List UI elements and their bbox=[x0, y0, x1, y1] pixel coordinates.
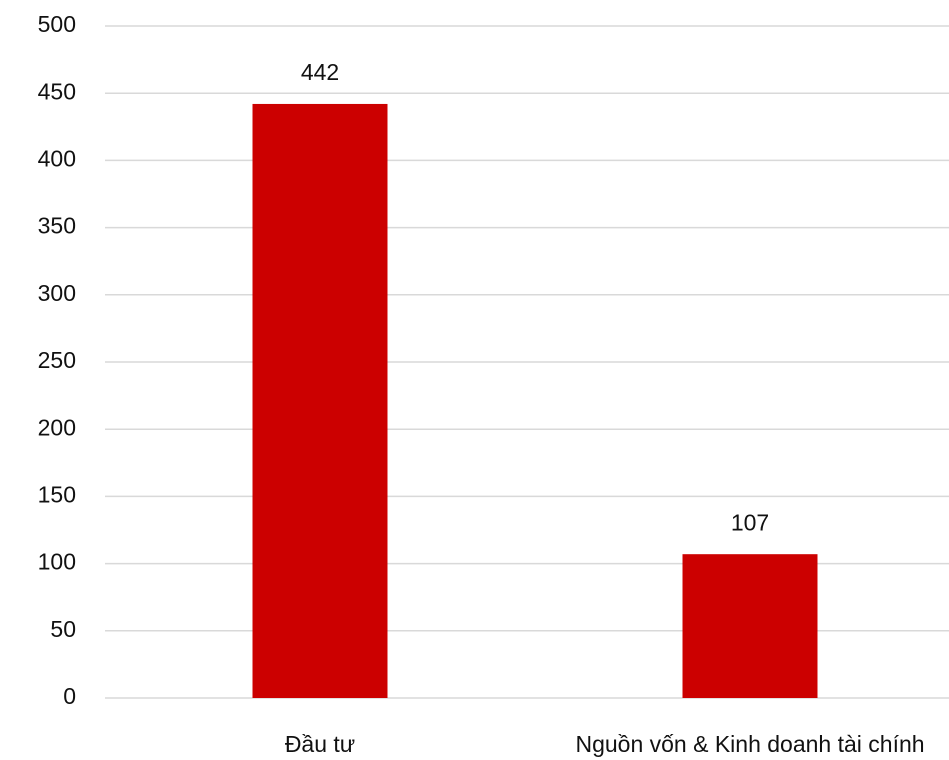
data-label: 107 bbox=[731, 509, 769, 535]
y-tick-label: 450 bbox=[38, 78, 76, 104]
y-tick-label: 0 bbox=[63, 683, 76, 709]
y-tick-label: 500 bbox=[38, 11, 76, 37]
data-label: 442 bbox=[301, 59, 339, 85]
y-tick-label: 50 bbox=[50, 616, 76, 642]
y-tick-label: 400 bbox=[38, 145, 76, 171]
y-tick-label: 150 bbox=[38, 481, 76, 507]
x-tick-label: Nguồn vốn & Kinh doanh tài chính bbox=[575, 731, 924, 757]
bar bbox=[252, 103, 388, 698]
y-tick-label: 300 bbox=[38, 280, 76, 306]
y-tick-label: 200 bbox=[38, 414, 76, 440]
bar bbox=[682, 554, 818, 698]
y-tick-label: 100 bbox=[38, 549, 76, 575]
y-tick-label: 350 bbox=[38, 213, 76, 239]
x-tick-label: Đầu tư bbox=[285, 731, 355, 757]
y-tick-label: 250 bbox=[38, 347, 76, 373]
